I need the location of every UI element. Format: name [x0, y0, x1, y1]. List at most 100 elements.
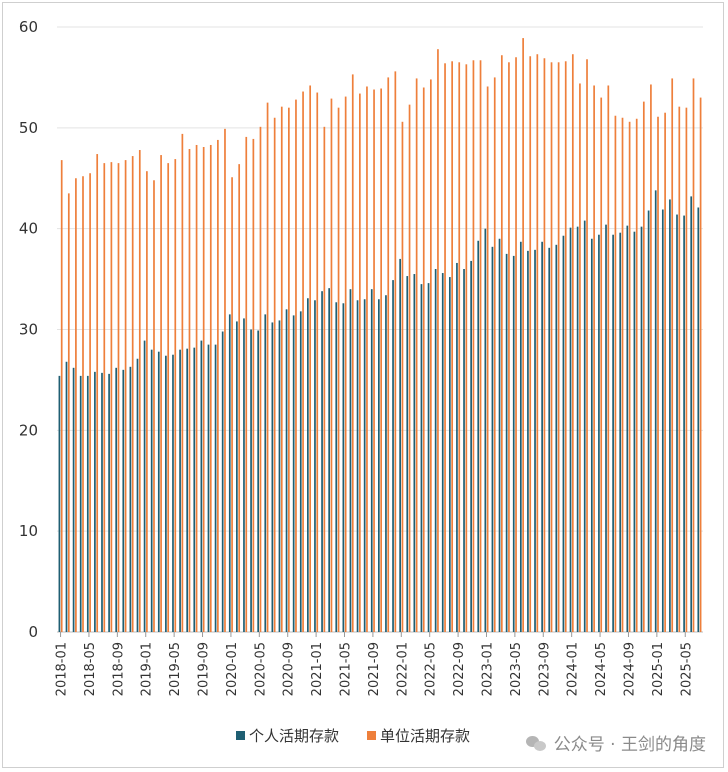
- bar-personal: [292, 315, 295, 632]
- bar-personal: [335, 302, 338, 632]
- bar-personal: [633, 231, 636, 633]
- bar-personal: [115, 367, 118, 632]
- bar-personal: [690, 196, 693, 632]
- bar-personal: [463, 269, 465, 632]
- x-tick-label: 2018-05: [83, 642, 98, 696]
- bar-corporate: [238, 164, 241, 632]
- bar-corporate: [117, 163, 120, 632]
- x-axis: 2018-01 2018-05 2018-09 2019-01 2019-05 2019-…: [55, 632, 694, 696]
- bar-personal: [605, 224, 607, 632]
- bar-corporate: [337, 107, 340, 632]
- bar-corporate: [138, 150, 141, 632]
- x-tick-label: 2023-01: [480, 642, 495, 696]
- bar-personal: [548, 247, 551, 632]
- bar-corporate: [635, 118, 638, 633]
- bar-corporate: [231, 177, 233, 632]
- bar-personal: [328, 288, 331, 632]
- bar-corporate: [536, 54, 539, 633]
- bar-corporate: [82, 176, 84, 632]
- x-tick-label: 2021-01: [310, 642, 325, 696]
- bar-personal: [278, 320, 281, 632]
- y-tick-label: 0: [28, 623, 38, 641]
- x-tick-label: 2019-05: [168, 642, 183, 696]
- bar-personal: [427, 283, 430, 632]
- bar-corporate: [174, 159, 177, 632]
- bar-corporate: [217, 139, 219, 632]
- bar-personal: [172, 354, 174, 632]
- bar-personal: [79, 375, 82, 632]
- bar-personal: [264, 314, 267, 632]
- bar-corporate: [508, 62, 510, 632]
- x-tick-label: 2022-09: [452, 642, 467, 696]
- bar-personal: [456, 262, 458, 632]
- bar-corporate: [543, 58, 546, 632]
- bar-personal: [228, 314, 231, 632]
- bar-corporate: [571, 54, 574, 633]
- bar-corporate: [650, 84, 652, 633]
- bar-personal: [654, 190, 657, 632]
- y-tick-label: 60: [19, 18, 38, 36]
- grid-lines: [57, 26, 703, 633]
- bar-personal: [342, 303, 345, 632]
- y-tick-label: 20: [19, 421, 38, 439]
- bar-corporate: [195, 144, 198, 632]
- x-tick-label: 2024-01: [566, 642, 581, 696]
- bar-corporate: [160, 155, 162, 632]
- bar-corporate: [245, 136, 248, 633]
- bar-corporate: [564, 61, 567, 633]
- bar-corporate: [153, 180, 155, 632]
- bar-personal: [541, 241, 543, 632]
- bar-corporate: [692, 78, 695, 633]
- bar-personal: [157, 351, 160, 632]
- watermark-text: 公众号 · 王剑的角度: [553, 735, 706, 755]
- bar-corporate: [181, 133, 184, 632]
- bar-corporate: [359, 93, 361, 633]
- bar-corporate: [373, 89, 375, 633]
- bar-personal: [299, 311, 302, 632]
- bar-personal: [470, 260, 472, 632]
- bar-personal: [519, 241, 522, 632]
- bar-personal: [285, 309, 288, 632]
- bar-personal: [697, 207, 700, 632]
- bar-personal: [661, 209, 664, 632]
- bar-corporate: [621, 117, 624, 632]
- bar-corporate: [330, 98, 333, 632]
- bar-personal: [94, 371, 96, 632]
- bar-personal: [122, 369, 125, 632]
- bar-personal: [108, 373, 110, 632]
- bar-personal: [186, 348, 189, 632]
- legend-label-personal: 个人活期存款: [249, 726, 340, 745]
- legend-item-personal[interactable]: 个人活期存款: [236, 725, 339, 746]
- bar-corporate: [323, 126, 326, 632]
- bar-personal: [349, 289, 352, 632]
- bar-personal: [640, 226, 643, 632]
- x-tick-label: 2018-09: [111, 642, 126, 696]
- bar-personal: [236, 321, 238, 632]
- bar-personal: [626, 225, 629, 632]
- bar-corporate: [557, 62, 560, 632]
- bar-corporate: [75, 178, 77, 632]
- bar-personal: [250, 329, 252, 632]
- bar-corporate: [110, 162, 113, 632]
- bar-corporate: [60, 160, 63, 632]
- bar-personal: [420, 284, 423, 632]
- bar-personal: [58, 375, 61, 632]
- bar-personal: [378, 299, 380, 632]
- bar-personal: [207, 344, 210, 632]
- bar-personal: [200, 340, 203, 632]
- x-tick-label: 2022-01: [395, 642, 410, 696]
- bar-corporate: [89, 173, 91, 633]
- watermark: 公众号 · 王剑的角度: [525, 730, 706, 755]
- legend-label-corporate: 单位活期存款: [380, 726, 471, 745]
- bar-corporate: [309, 85, 312, 632]
- bar-personal: [555, 244, 558, 633]
- legend-item-corporate[interactable]: 单位活期存款: [367, 725, 470, 746]
- x-tick-label: 2021-09: [367, 642, 382, 696]
- y-tick-label: 50: [19, 119, 38, 137]
- bar-personal: [243, 318, 245, 632]
- bar-personal: [321, 291, 323, 632]
- bars: [58, 38, 702, 633]
- bar-personal: [385, 295, 387, 632]
